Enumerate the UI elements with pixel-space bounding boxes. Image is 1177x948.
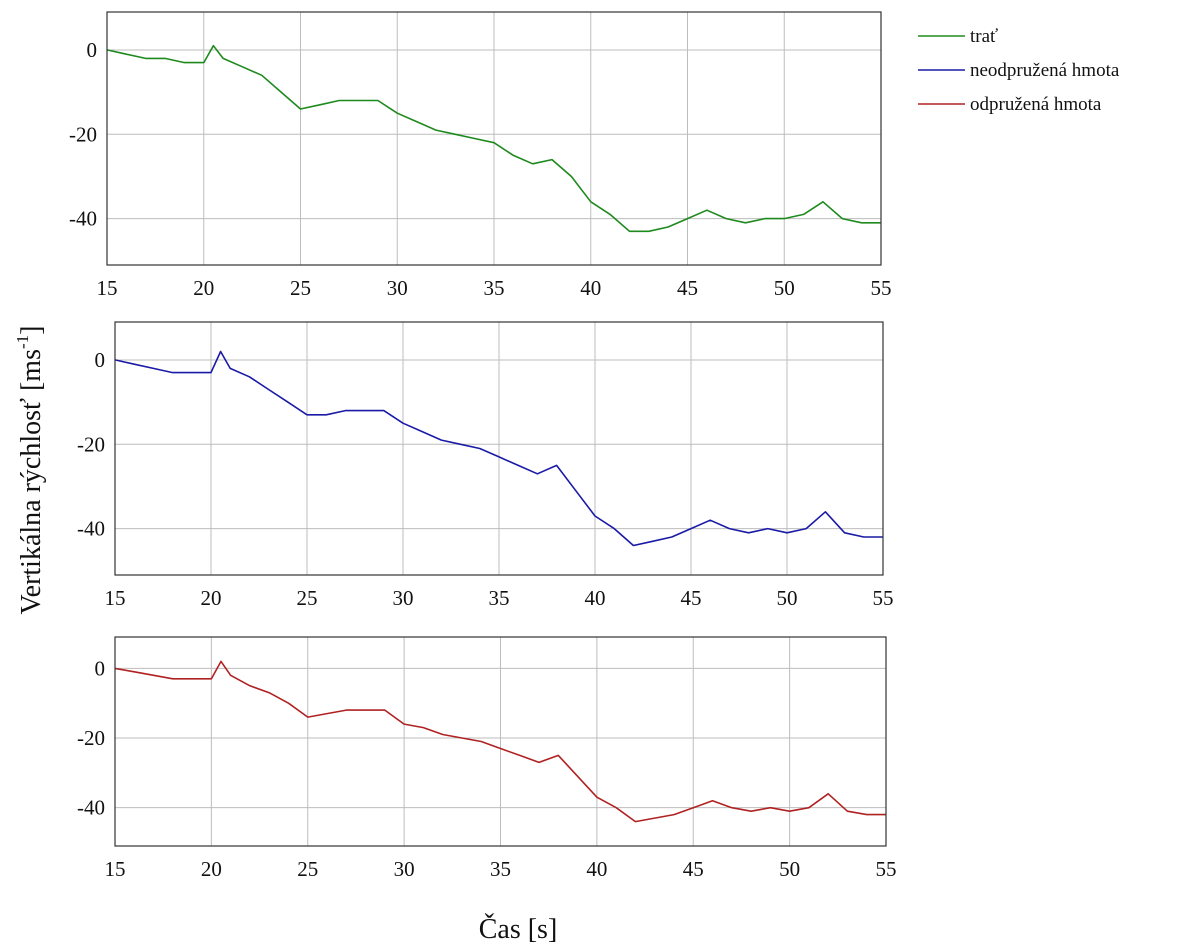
y-tick-label-bottom: 0 bbox=[95, 656, 106, 680]
legend-label-neodpruzena: neodpružená hmota bbox=[970, 60, 1120, 81]
x-tick-label-middle: 35 bbox=[489, 586, 510, 610]
x-axis-label: Čas [s] bbox=[479, 914, 558, 945]
series-line-bottom bbox=[114, 660, 886, 823]
series-line-top bbox=[106, 44, 881, 233]
x-tick-label-middle: 50 bbox=[777, 586, 798, 610]
x-tick-label-top: 55 bbox=[871, 276, 892, 300]
x-tick-label-middle: 15 bbox=[105, 586, 126, 610]
x-tick-label-middle: 20 bbox=[201, 586, 222, 610]
x-tick-label-top: 25 bbox=[290, 276, 311, 300]
x-tick-label-bottom: 30 bbox=[394, 857, 415, 881]
y-axis-label: Vertikálna rýchlosť [ms-1] bbox=[13, 326, 47, 615]
panel-middle: 15 20 25 30 35 40 45 50 55 0 -20 -40 bbox=[77, 321, 894, 610]
y-tick-label-top: 0 bbox=[87, 38, 98, 62]
x-tick-label-bottom: 50 bbox=[779, 857, 800, 881]
x-tick-label-top: 45 bbox=[677, 276, 698, 300]
x-tick-label-bottom: 55 bbox=[876, 857, 897, 881]
axes-frame-middle bbox=[114, 321, 884, 576]
panels: 15 20 25 30 35 40 45 50 55 0 -20 -40 15 20 25 30 35 40 45 5… bbox=[69, 11, 897, 881]
x-tick-label-middle: 55 bbox=[873, 586, 894, 610]
x-tick-label-bottom: 35 bbox=[490, 857, 511, 881]
x-tick-label-top: 50 bbox=[774, 276, 795, 300]
y-tick-label-bottom: -20 bbox=[77, 726, 105, 750]
x-tick-label-bottom: 20 bbox=[201, 857, 222, 881]
legend: trať neodpružená hmota odpružená hmota bbox=[918, 26, 1120, 115]
y-tick-label-middle: -40 bbox=[77, 517, 105, 541]
x-tick-label-top: 40 bbox=[580, 276, 601, 300]
y-tick-label-middle: 0 bbox=[95, 348, 106, 372]
series-line-middle bbox=[114, 350, 883, 547]
y-tick-label-bottom: -40 bbox=[77, 796, 105, 820]
legend-item-neodpruzena: neodpružená hmota bbox=[918, 60, 1120, 81]
x-tick-label-middle: 45 bbox=[681, 586, 702, 610]
panel-top: 15 20 25 30 35 40 45 50 55 0 -20 -40 bbox=[69, 11, 892, 300]
x-tick-label-middle: 30 bbox=[393, 586, 414, 610]
x-tick-label-top: 15 bbox=[97, 276, 118, 300]
y-tick-label-top: -20 bbox=[69, 122, 97, 146]
legend-label-trat: trať bbox=[970, 26, 998, 47]
legend-item-trat: trať bbox=[918, 26, 998, 47]
x-tick-label-bottom: 25 bbox=[297, 857, 318, 881]
x-tick-label-bottom: 45 bbox=[683, 857, 704, 881]
legend-item-odpruzena: odpružená hmota bbox=[918, 94, 1102, 115]
x-tick-label-bottom: 15 bbox=[105, 857, 126, 881]
axes-frame-top bbox=[106, 11, 882, 266]
y-tick-label-top: -40 bbox=[69, 207, 97, 231]
y-tick-label-middle: -20 bbox=[77, 432, 105, 456]
x-tick-label-top: 20 bbox=[193, 276, 214, 300]
x-tick-label-middle: 25 bbox=[297, 586, 318, 610]
panel-bottom: 15 20 25 30 35 40 45 50 55 0 -20 -40 bbox=[77, 636, 897, 881]
x-tick-label-top: 35 bbox=[484, 276, 505, 300]
x-tick-label-bottom: 40 bbox=[586, 857, 607, 881]
legend-label-odpruzena: odpružená hmota bbox=[970, 94, 1102, 115]
x-tick-label-middle: 40 bbox=[585, 586, 606, 610]
axes-frame-bottom bbox=[114, 636, 887, 847]
x-tick-label-top: 30 bbox=[387, 276, 408, 300]
